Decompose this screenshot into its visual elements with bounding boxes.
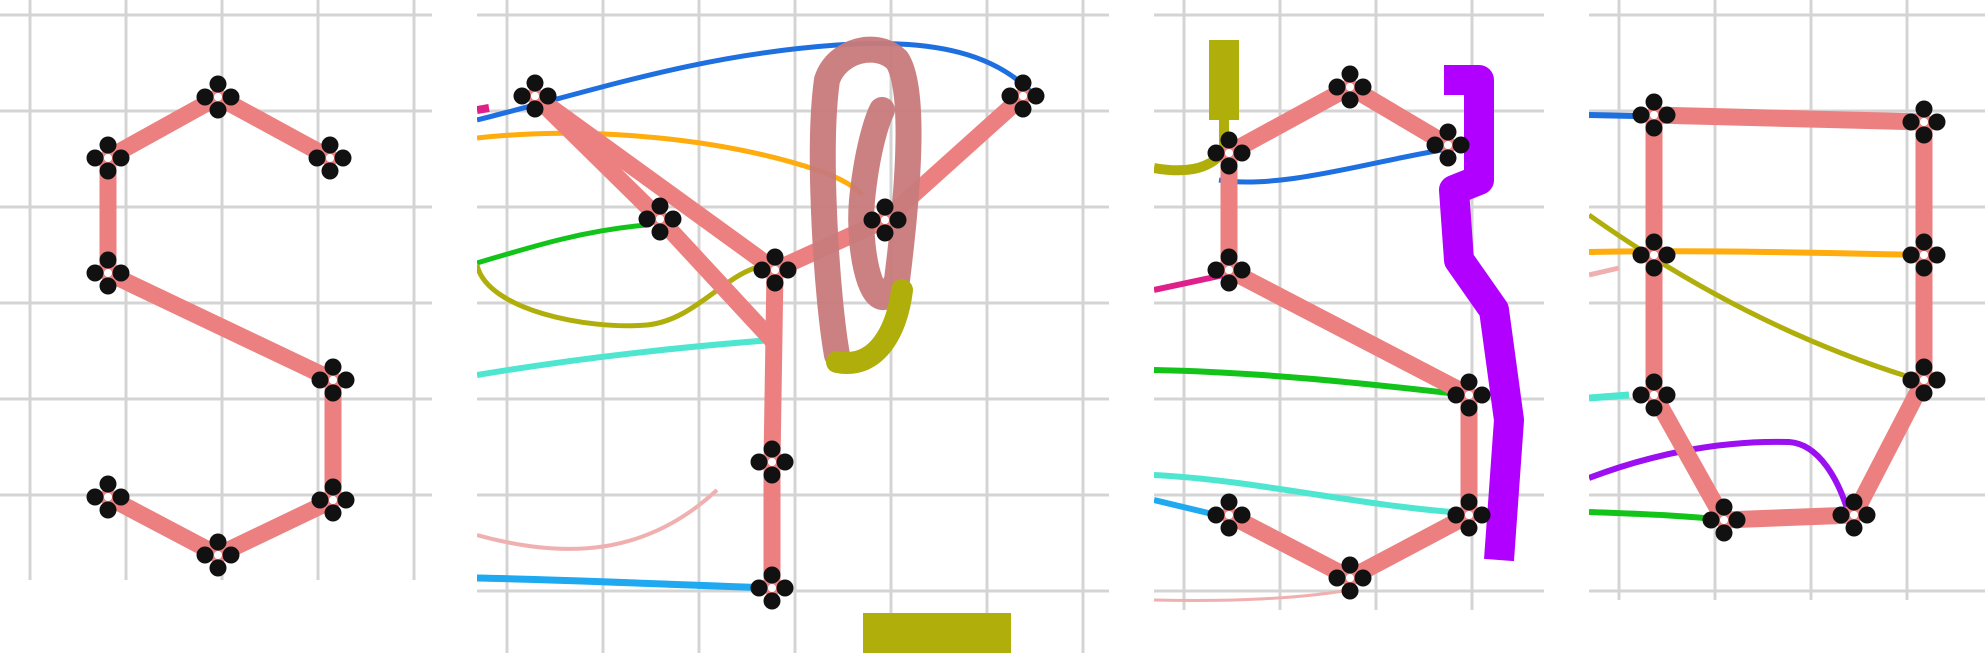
control-nodes [1633, 94, 1946, 542]
scribble-sky [477, 578, 772, 588]
panel-4-canvas [1589, 0, 1985, 600]
panel-2-canvas [477, 0, 1109, 653]
control-node[interactable] [751, 567, 794, 610]
panel-3 [1154, 0, 1544, 610]
scribble-cyan [477, 340, 772, 375]
panel-1 [0, 0, 432, 580]
panel-1-canvas [0, 0, 432, 580]
glyph-strokes [1229, 87, 1469, 578]
scribble-pink [477, 490, 717, 549]
scribble-cyan [1589, 395, 1629, 398]
panel-3-canvas [1154, 0, 1544, 610]
control-node[interactable] [1633, 94, 1676, 137]
scribble-olive [1589, 215, 1919, 380]
control-node[interactable] [1903, 101, 1946, 144]
control-node[interactable] [751, 441, 794, 484]
glyph-stroke [1654, 115, 1924, 520]
panel-2 [477, 0, 1109, 653]
glyph-stroke [1229, 87, 1469, 578]
panel-4 [1589, 0, 1985, 600]
control-node[interactable] [1903, 234, 1946, 277]
scribble-olive-mark [1209, 40, 1239, 120]
scribble-pink [1589, 268, 1619, 275]
olive-block [863, 613, 1011, 653]
glyph-strokes [535, 96, 1023, 588]
glyph-strokes [1654, 115, 1924, 520]
scribble-green [477, 225, 647, 263]
scribble-blue [1219, 148, 1454, 182]
scribble-magenta [477, 108, 489, 110]
